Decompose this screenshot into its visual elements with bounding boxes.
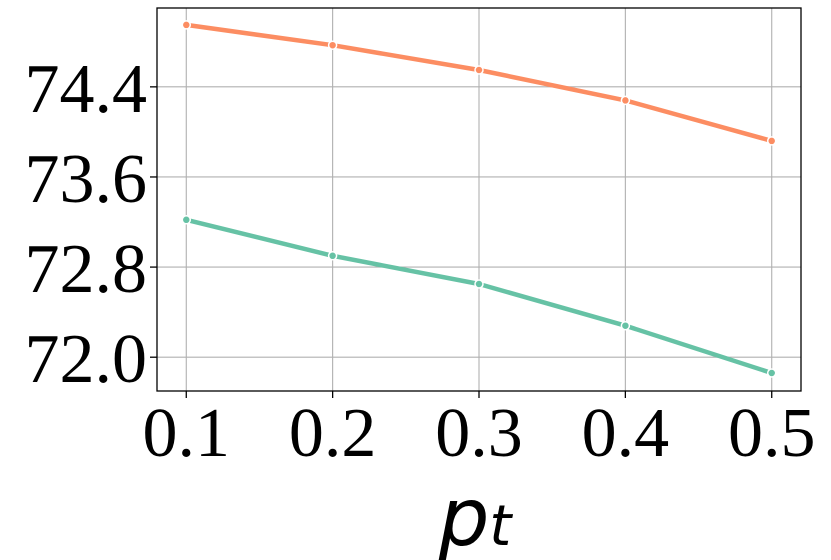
y-tick-label: 72.8: [25, 231, 148, 308]
y-tick-label: 73.6: [25, 141, 148, 218]
series-2-point: [327, 251, 338, 261]
series-1-point: [620, 95, 631, 106]
series-1-point: [474, 65, 484, 75]
x-axis-ticks: 0.1 0.2 0.3 0.4 0.5: [143, 391, 816, 472]
series-2-point: [766, 368, 777, 378]
series-1-point: [181, 20, 192, 30]
series-1-point: [327, 40, 338, 50]
series-layer: [181, 20, 777, 378]
x-tick-label: 0.4: [582, 395, 670, 472]
series-2-point: [181, 215, 192, 225]
x-axis-label-subscript: t: [489, 494, 513, 559]
y-tick-label: 72.0: [25, 321, 148, 398]
x-tick-label: 0.3: [435, 395, 523, 472]
series-2-point: [620, 320, 631, 331]
x-tick-label: 0.5: [728, 395, 816, 472]
y-tick-label: 74.4: [25, 51, 148, 128]
x-tick-label: 0.2: [289, 395, 377, 472]
series-2-point: [474, 279, 484, 289]
x-tick-label: 0.1: [143, 395, 231, 472]
y-axis-ticks: 72.0 72.8 73.6 74.4: [25, 51, 157, 398]
x-axis-label: pt: [438, 471, 514, 560]
series-1-point: [766, 136, 777, 146]
x-axis-label-main: p: [438, 471, 490, 560]
